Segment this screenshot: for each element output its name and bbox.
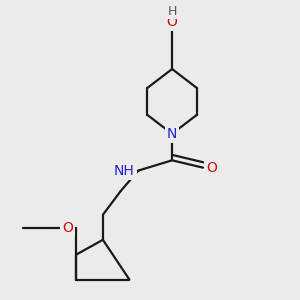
Text: H: H xyxy=(167,5,177,18)
Text: NH: NH xyxy=(114,164,135,178)
Text: O: O xyxy=(167,15,178,29)
Text: N: N xyxy=(167,127,177,141)
Text: O: O xyxy=(206,161,218,175)
Text: O: O xyxy=(62,221,73,235)
